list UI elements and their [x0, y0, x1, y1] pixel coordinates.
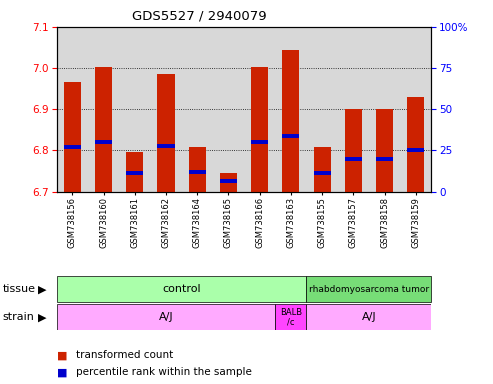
Bar: [345, 157, 362, 161]
Text: GDS5527 / 2940079: GDS5527 / 2940079: [132, 10, 266, 23]
Bar: [282, 134, 299, 138]
Text: ■: ■: [57, 367, 67, 377]
Bar: [189, 170, 206, 174]
Bar: [57, 304, 275, 330]
Text: ▶: ▶: [38, 312, 47, 322]
Bar: [126, 171, 143, 175]
Bar: [189, 147, 206, 192]
Text: tissue: tissue: [2, 284, 35, 294]
Bar: [376, 157, 393, 161]
Bar: [251, 67, 268, 192]
Bar: [157, 144, 175, 148]
Text: control: control: [162, 284, 201, 294]
Bar: [95, 140, 112, 144]
Bar: [407, 148, 424, 152]
Text: ■: ■: [57, 350, 67, 360]
Text: A/J: A/J: [362, 312, 376, 322]
Bar: [275, 304, 307, 330]
Bar: [407, 97, 424, 192]
Bar: [64, 83, 81, 192]
Bar: [57, 276, 307, 302]
Bar: [157, 74, 175, 192]
Text: transformed count: transformed count: [76, 350, 174, 360]
Text: ▶: ▶: [38, 284, 47, 294]
Bar: [307, 276, 431, 302]
Text: rhabdomyosarcoma tumor: rhabdomyosarcoma tumor: [309, 285, 429, 294]
Bar: [307, 304, 431, 330]
Text: BALB
/c: BALB /c: [280, 308, 302, 326]
Bar: [220, 173, 237, 192]
Bar: [376, 109, 393, 192]
Bar: [314, 171, 331, 175]
Bar: [64, 145, 81, 149]
Bar: [251, 140, 268, 144]
Text: percentile rank within the sample: percentile rank within the sample: [76, 367, 252, 377]
Bar: [220, 179, 237, 184]
Bar: [282, 50, 299, 192]
Bar: [126, 152, 143, 192]
Text: strain: strain: [2, 312, 35, 322]
Bar: [95, 67, 112, 192]
Bar: [314, 147, 331, 192]
Bar: [345, 109, 362, 192]
Text: A/J: A/J: [159, 312, 173, 322]
